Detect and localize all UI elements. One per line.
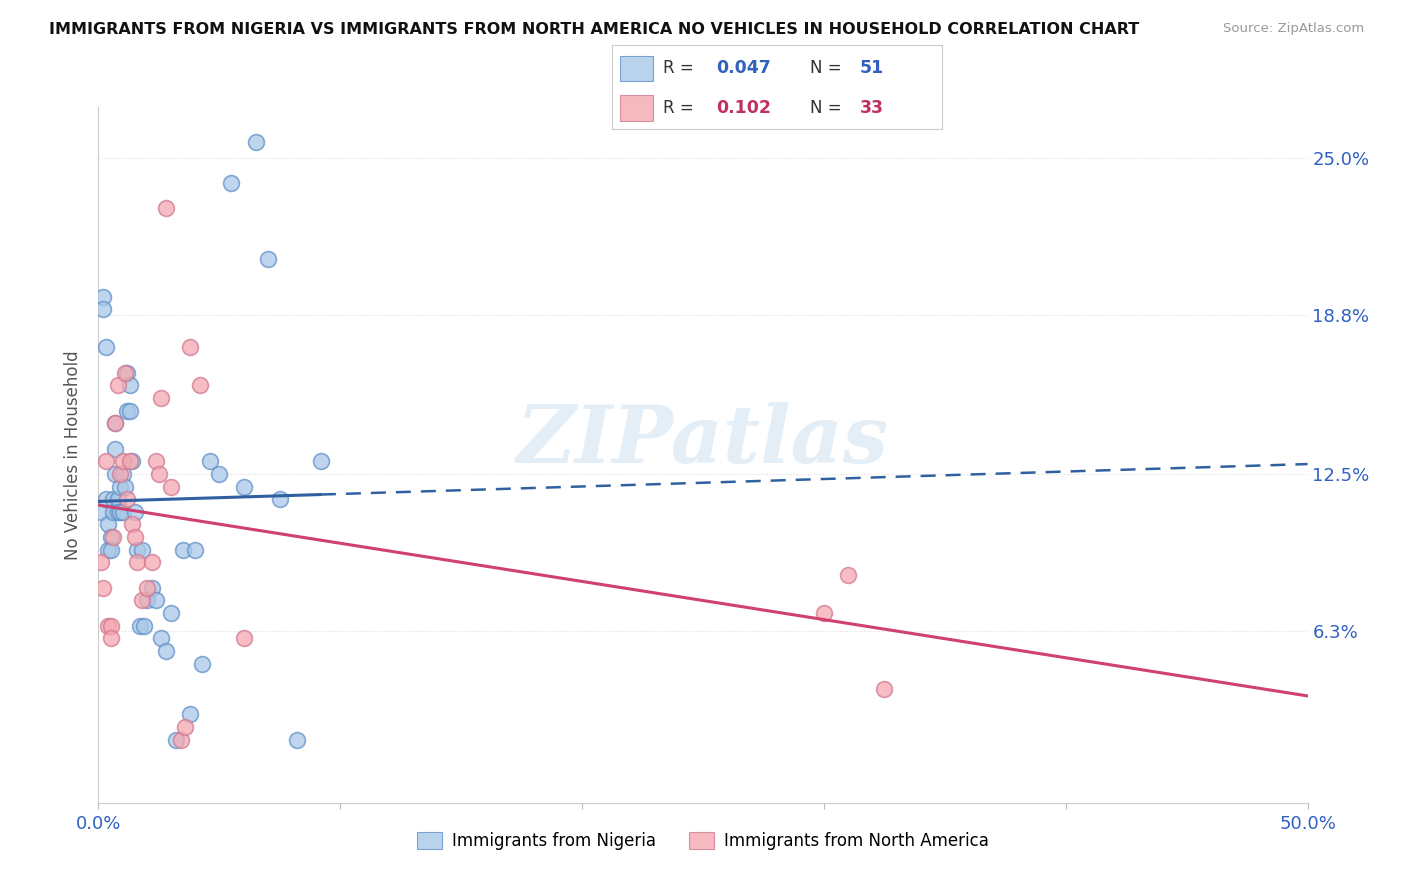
Point [172, 542, 194, 557]
Point [101, 505, 124, 519]
Point [232, 479, 254, 493]
Point [245, 136, 267, 150]
Point [128, 618, 150, 632]
Point [104, 467, 127, 481]
Point [131, 593, 153, 607]
Point [91, 581, 114, 595]
Point [114, 366, 136, 380]
Point [108, 479, 131, 493]
Point [232, 632, 254, 646]
Point [100, 632, 122, 646]
Point [90, 556, 112, 570]
Point [94, 454, 117, 468]
Bar [620, 95, 652, 120]
Point [97, 542, 120, 557]
Point [118, 378, 141, 392]
Point [134, 618, 156, 632]
Point [148, 467, 170, 481]
Point [108, 467, 131, 481]
Point [837, 568, 859, 582]
Point [256, 252, 278, 266]
Point [111, 454, 134, 468]
Point [107, 378, 129, 392]
Point [169, 732, 191, 747]
Point [145, 593, 167, 607]
Point [94, 340, 117, 354]
Point [124, 505, 146, 519]
Point [94, 492, 117, 507]
Point [118, 403, 141, 417]
Point [150, 391, 173, 405]
Point [174, 720, 197, 734]
Point [121, 454, 143, 468]
Point [131, 542, 153, 557]
Point [111, 505, 134, 519]
Text: N =: N = [810, 60, 841, 78]
Point [198, 454, 221, 468]
Point [97, 618, 120, 632]
Point [813, 606, 835, 620]
Point [160, 606, 183, 620]
Bar [620, 55, 652, 81]
Text: 0.102: 0.102 [716, 99, 770, 117]
Point [179, 707, 201, 722]
Point [135, 593, 157, 607]
Point [100, 618, 122, 632]
Point [145, 454, 167, 468]
Text: 33: 33 [859, 99, 883, 117]
Point [100, 530, 122, 544]
Point [184, 542, 207, 557]
Point [91, 290, 114, 304]
Point [179, 340, 201, 354]
Point [208, 467, 231, 481]
Text: 0.047: 0.047 [716, 60, 770, 78]
Point [150, 632, 173, 646]
Point [285, 732, 308, 747]
Point [221, 176, 243, 190]
Point [269, 492, 291, 507]
Point [104, 442, 127, 456]
Point [165, 732, 187, 747]
Point [101, 530, 124, 544]
Text: R =: R = [662, 99, 693, 117]
Point [97, 517, 120, 532]
Point [100, 542, 122, 557]
Point [117, 492, 139, 507]
Point [117, 366, 139, 380]
Point [155, 644, 177, 658]
Point [191, 657, 214, 671]
Point [101, 492, 124, 507]
Text: Source: ZipAtlas.com: Source: ZipAtlas.com [1223, 22, 1364, 36]
Text: N =: N = [810, 99, 841, 117]
Point [104, 417, 127, 431]
Point [117, 403, 139, 417]
Point [121, 517, 143, 532]
Point [160, 479, 183, 493]
Point [114, 479, 136, 493]
Text: R =: R = [662, 60, 693, 78]
Point [309, 454, 332, 468]
Point [90, 505, 112, 519]
Y-axis label: No Vehicles in Household: No Vehicles in Household [65, 350, 83, 560]
Point [124, 530, 146, 544]
Legend: Immigrants from Nigeria, Immigrants from North America: Immigrants from Nigeria, Immigrants from… [411, 826, 995, 857]
Point [127, 542, 149, 557]
Point [107, 505, 129, 519]
Point [111, 467, 134, 481]
Text: 51: 51 [859, 60, 883, 78]
Point [127, 556, 149, 570]
Text: ZIPatlas: ZIPatlas [517, 402, 889, 480]
Point [91, 302, 114, 317]
Point [118, 454, 141, 468]
Text: IMMIGRANTS FROM NIGERIA VS IMMIGRANTS FROM NORTH AMERICA NO VEHICLES IN HOUSEHOL: IMMIGRANTS FROM NIGERIA VS IMMIGRANTS FR… [49, 22, 1139, 37]
Point [873, 681, 896, 696]
Point [155, 201, 177, 215]
Point [107, 492, 129, 507]
Point [141, 581, 163, 595]
Point [188, 378, 211, 392]
Point [104, 417, 127, 431]
Point [141, 556, 163, 570]
Point [135, 581, 157, 595]
Point [108, 505, 131, 519]
